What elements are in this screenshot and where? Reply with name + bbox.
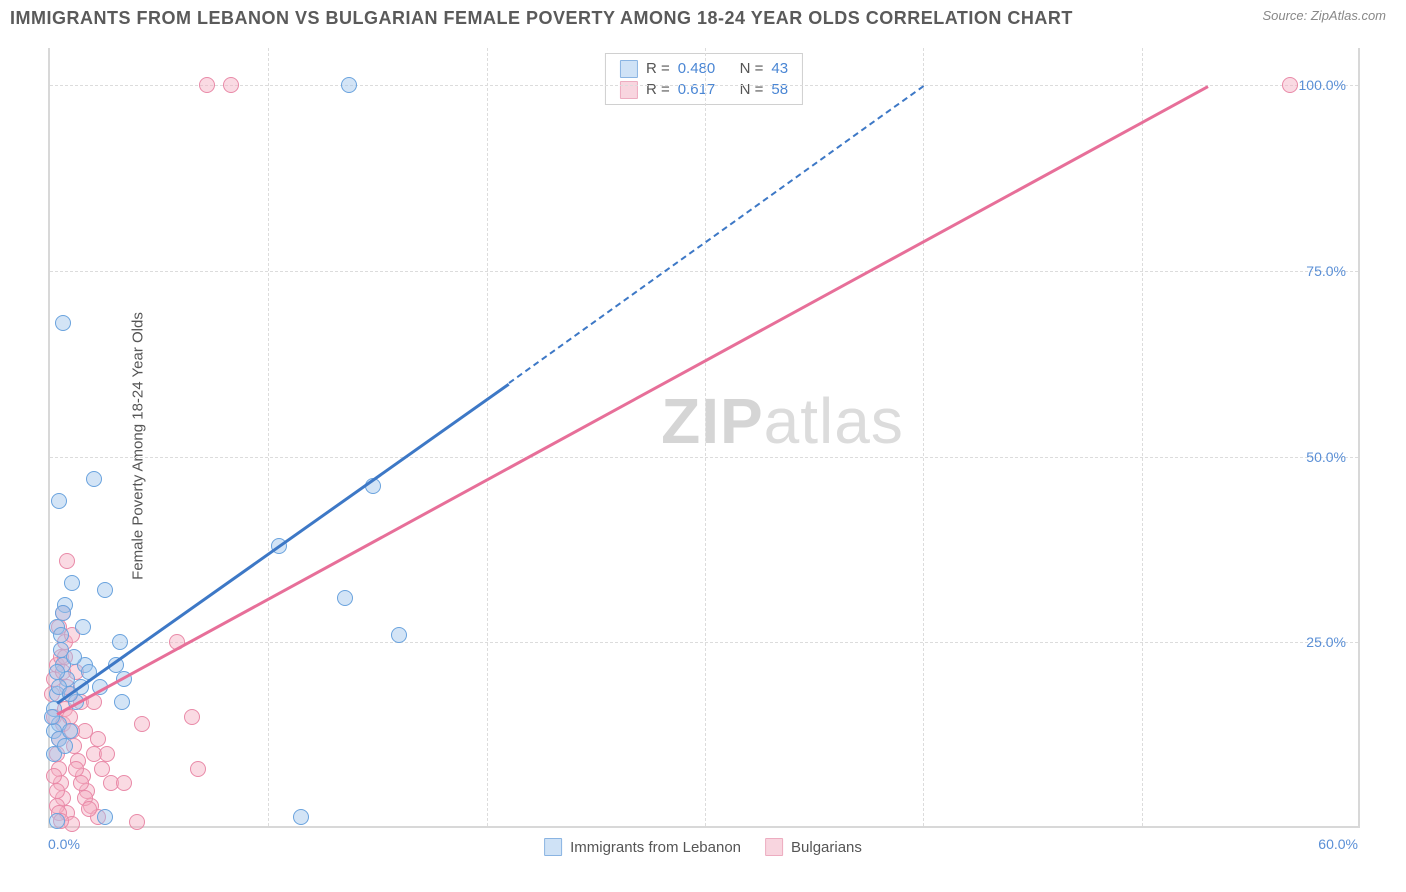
correlation-legend: R = 0.480 N = 43 R = 0.617 N = 58 (605, 53, 803, 105)
gridline-v (705, 48, 706, 826)
data-point-lebanon (97, 809, 113, 825)
data-point-lebanon (66, 649, 82, 665)
gridline-h (50, 457, 1358, 458)
legend-item-lebanon: Immigrants from Lebanon (544, 838, 741, 856)
gridline-v (1142, 48, 1143, 826)
chart-title: IMMIGRANTS FROM LEBANON VS BULGARIAN FEM… (10, 8, 1073, 29)
y-tick-label: 100.0% (1299, 77, 1346, 93)
data-point-lebanon (53, 627, 69, 643)
gridline-h (50, 85, 1358, 86)
legend-label-bulgarians: Bulgarians (791, 839, 862, 856)
legend-row-lebanon: R = 0.480 N = 43 (620, 58, 788, 79)
regression-line (508, 85, 924, 384)
gridline-v (268, 48, 269, 826)
regression-line (56, 85, 1208, 715)
data-point-lebanon (55, 605, 71, 621)
y-tick-label: 75.0% (1306, 263, 1346, 279)
data-point-lebanon (57, 738, 73, 754)
x-axis-min-label: 0.0% (48, 836, 80, 852)
swatch-blue (544, 838, 562, 856)
bulgarians-n-value: 58 (771, 79, 788, 100)
data-point-lebanon (293, 809, 309, 825)
data-point-bulgarians (99, 746, 115, 762)
data-point-lebanon (112, 634, 128, 650)
data-point-lebanon (337, 590, 353, 606)
data-point-lebanon (391, 627, 407, 643)
data-point-bulgarians (134, 716, 150, 732)
data-point-bulgarians (73, 775, 89, 791)
data-point-bulgarians (46, 768, 62, 784)
data-point-bulgarians (199, 77, 215, 93)
source-attribution: Source: ZipAtlas.com (1262, 8, 1386, 23)
data-point-lebanon (62, 723, 78, 739)
data-point-bulgarians (49, 783, 65, 799)
y-tick-label: 25.0% (1306, 634, 1346, 650)
lebanon-r-value: 0.480 (678, 58, 716, 79)
r-label: R = (646, 79, 670, 100)
gridline-v (487, 48, 488, 826)
regression-line (56, 383, 509, 704)
lebanon-n-value: 43 (771, 58, 788, 79)
gridline-h (50, 642, 1358, 643)
data-point-lebanon (75, 619, 91, 635)
y-tick-label: 50.0% (1306, 449, 1346, 465)
data-point-lebanon (49, 813, 65, 829)
watermark-prefix: ZIP (661, 385, 764, 457)
data-point-lebanon (49, 664, 65, 680)
data-point-lebanon (97, 582, 113, 598)
scatter-plot: ZIPatlas R = 0.480 N = 43 R = 0.617 N = … (48, 48, 1358, 828)
watermark-suffix: atlas (764, 385, 904, 457)
legend-label-lebanon: Immigrants from Lebanon (570, 839, 741, 856)
data-point-bulgarians (129, 814, 145, 830)
r-label: R = (646, 58, 670, 79)
data-point-lebanon (114, 694, 130, 710)
data-point-lebanon (55, 315, 71, 331)
data-point-lebanon (64, 575, 80, 591)
data-point-bulgarians (94, 761, 110, 777)
gridline-h (50, 271, 1358, 272)
data-point-bulgarians (190, 761, 206, 777)
gridline-v (923, 48, 924, 826)
data-point-lebanon (86, 471, 102, 487)
data-point-bulgarians (59, 553, 75, 569)
x-axis-max-label: 60.0% (1318, 836, 1358, 852)
bulgarians-r-value: 0.617 (678, 79, 716, 100)
data-point-bulgarians (116, 775, 132, 791)
swatch-blue (620, 60, 638, 78)
watermark: ZIPatlas (661, 384, 904, 458)
data-point-bulgarians (1282, 77, 1298, 93)
legend-item-bulgarians: Bulgarians (765, 838, 862, 856)
swatch-pink (620, 81, 638, 99)
data-point-bulgarians (184, 709, 200, 725)
data-point-bulgarians (223, 77, 239, 93)
data-point-lebanon (51, 493, 67, 509)
data-point-bulgarians (81, 801, 97, 817)
data-point-bulgarians (68, 761, 84, 777)
series-legend: Immigrants from Lebanon Bulgarians (536, 838, 870, 856)
n-label: N = (740, 79, 764, 100)
data-point-bulgarians (90, 731, 106, 747)
data-point-lebanon (341, 77, 357, 93)
n-label: N = (740, 58, 764, 79)
legend-row-bulgarians: R = 0.617 N = 58 (620, 79, 788, 100)
swatch-pink (765, 838, 783, 856)
